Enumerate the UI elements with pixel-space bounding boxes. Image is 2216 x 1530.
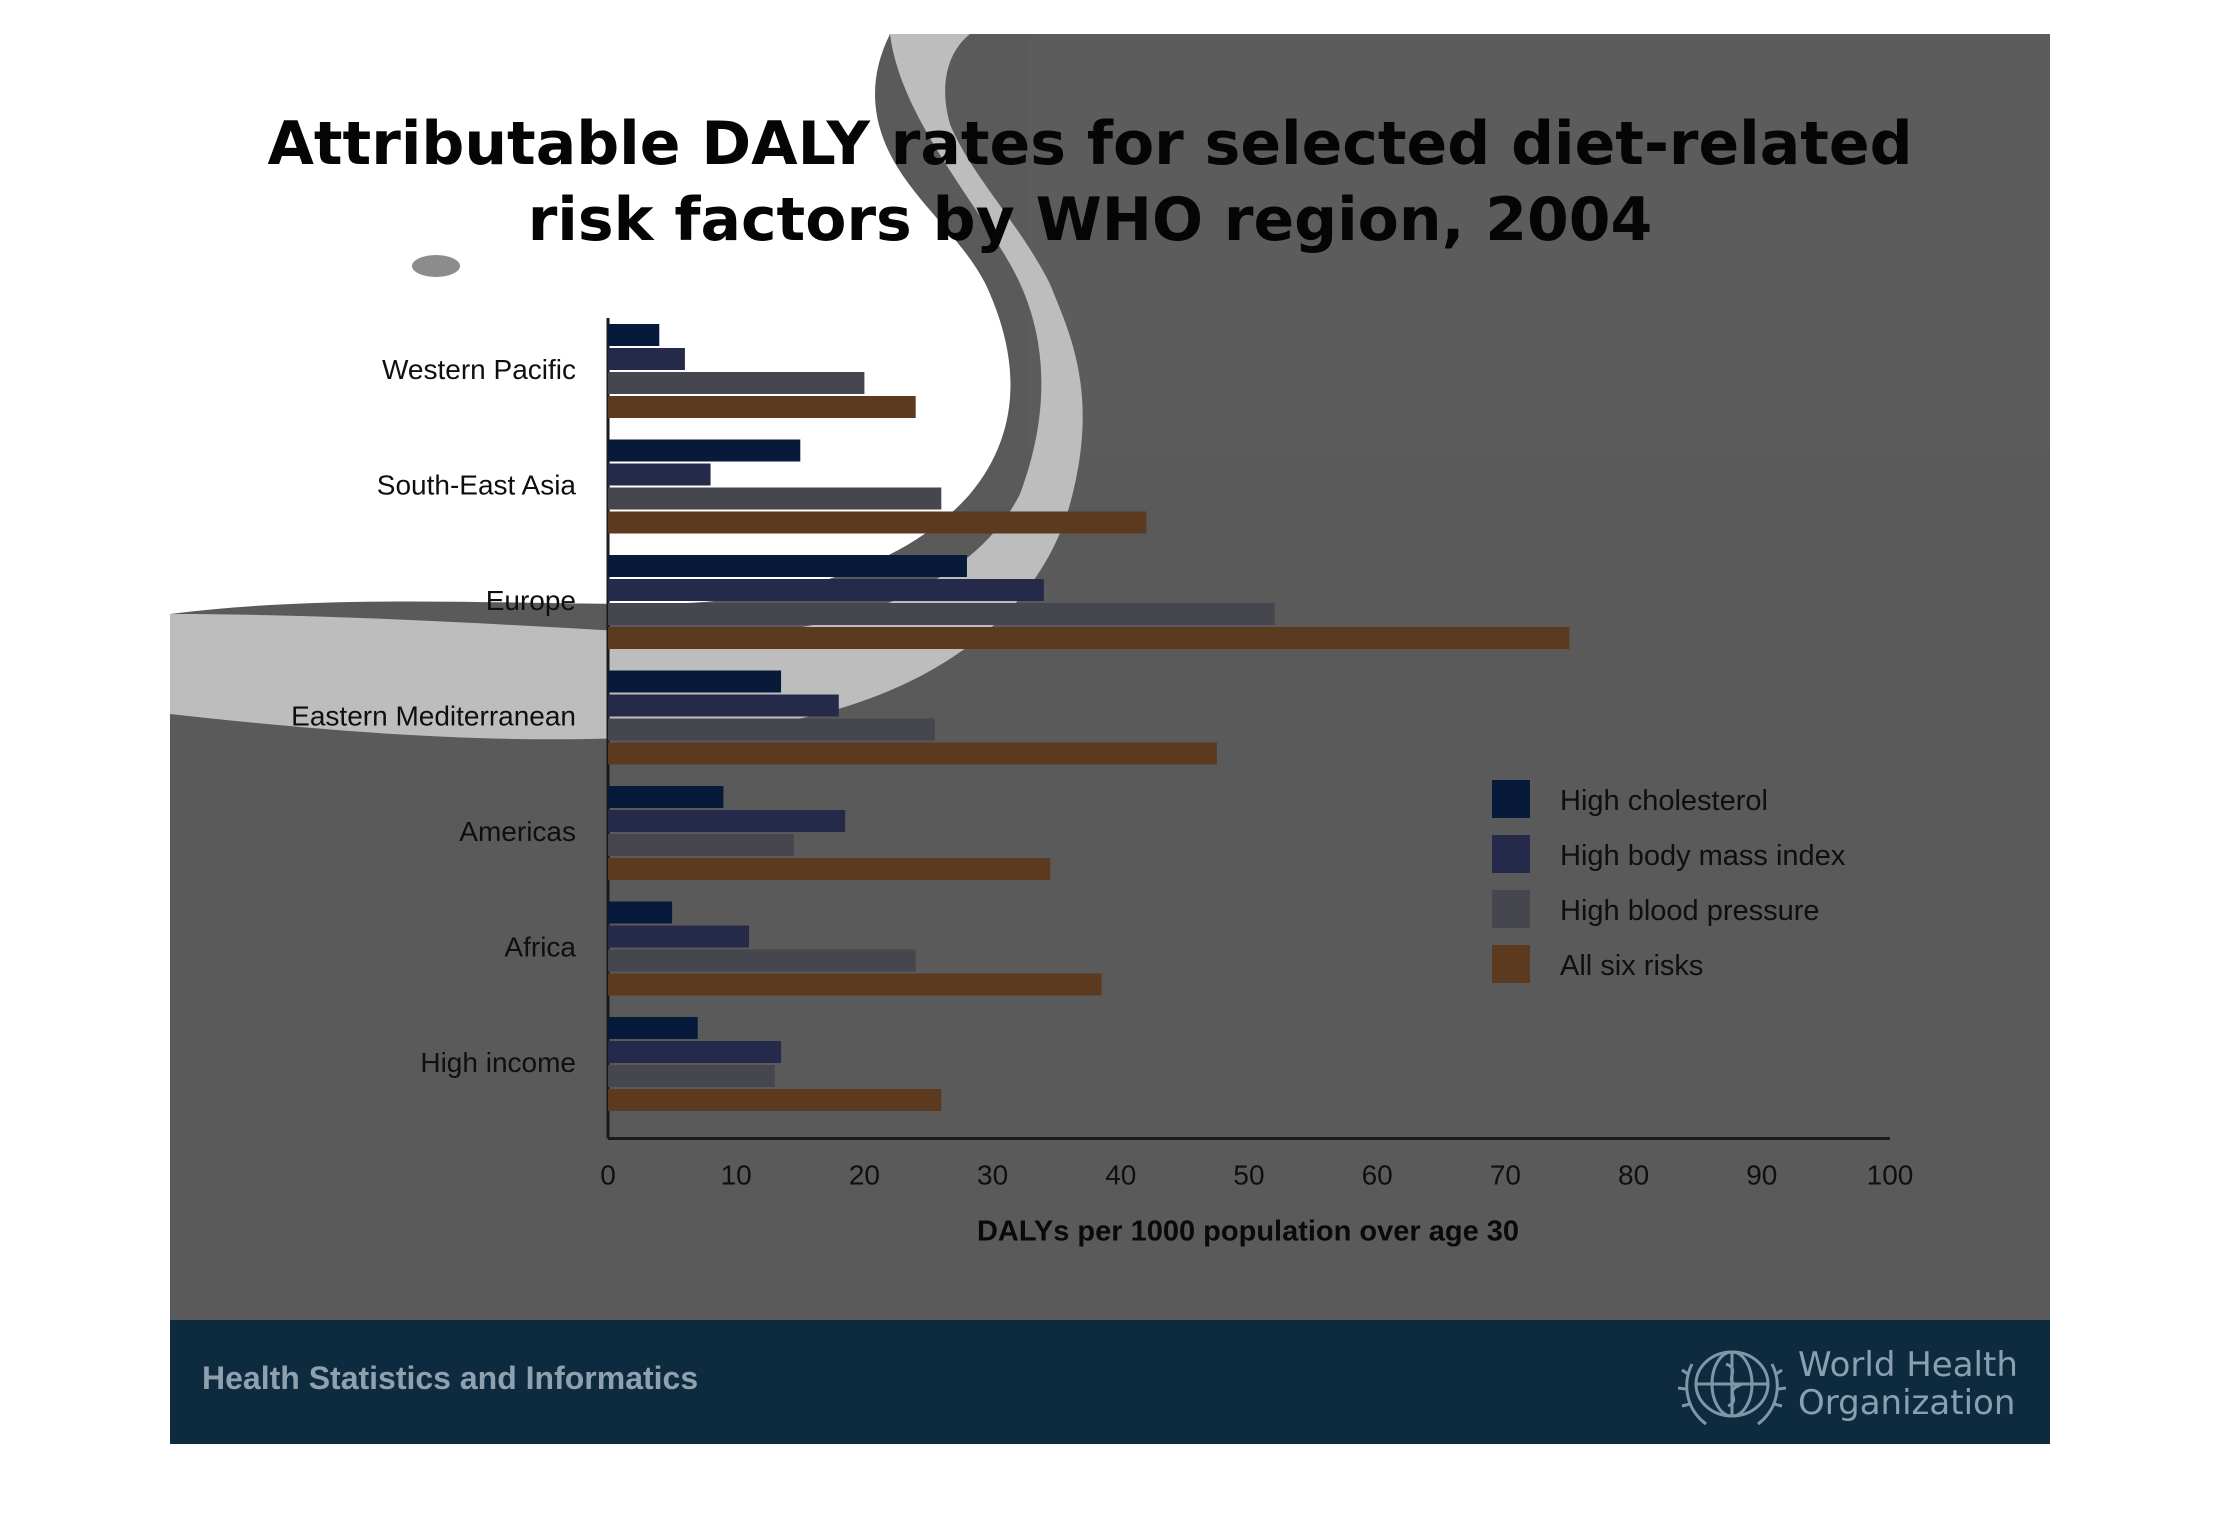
legend-swatch-all-six-risks	[1492, 945, 1530, 983]
bar-africa-high-cholesterol	[608, 901, 673, 924]
bar-south-east-asia-high-body-mass-index	[608, 463, 711, 486]
bar-south-east-asia-high-cholesterol	[608, 439, 801, 462]
legend-swatch-high-cholesterol	[1492, 780, 1530, 818]
bar-western-pacific-high-blood-pressure	[608, 372, 865, 394]
bar-americas-all-six-risks	[608, 858, 1051, 880]
bar-africa-all-six-risks	[608, 973, 1102, 996]
x-tick-label: 0	[600, 1160, 616, 1191]
bar-western-pacific-high-cholesterol	[608, 324, 660, 346]
bar-americas-high-body-mass-index	[608, 810, 846, 832]
category-label-americas: Americas	[459, 816, 576, 847]
bar-western-pacific-all-six-risks	[608, 396, 916, 418]
bar-europe-high-blood-pressure	[608, 603, 1275, 625]
bar-americas-high-blood-pressure	[608, 834, 794, 856]
bar-europe-all-six-risks	[608, 627, 1570, 649]
bar-western-pacific-high-body-mass-index	[608, 348, 685, 370]
who-emblem-icon	[1677, 1350, 1787, 1426]
bar-eastern-mediterranean-high-blood-pressure	[608, 718, 935, 741]
legend-label-all-six-risks: All six risks	[1560, 950, 1703, 982]
legend-swatch-high-body-mass-index	[1492, 835, 1530, 873]
footer-bar: Health Statistics and Informatics World …	[170, 1320, 2050, 1444]
bar-chart: Western Pacific South-East Asia Europe East…	[291, 318, 1914, 1248]
legend-label-high-blood-pressure: High blood pressure	[1560, 895, 1820, 927]
category-label-south-east-asia: South-East Asia	[377, 470, 577, 501]
bar-eastern-mediterranean-all-six-risks	[608, 742, 1217, 765]
bar-europe-high-body-mass-index	[608, 579, 1044, 601]
x-tick-label: 70	[1490, 1160, 1521, 1191]
x-tick-label: 50	[1233, 1160, 1264, 1191]
x-tick-label: 10	[721, 1160, 752, 1191]
bar-europe-high-cholesterol	[608, 555, 967, 577]
bar-high-income-high-body-mass-index	[608, 1041, 782, 1063]
category-label-high-income: High income	[420, 1047, 576, 1078]
chart-title-line-2: risk factors by WHO region, 2004	[527, 185, 1653, 255]
x-axis-title: DALYs per 1000 population over age 30	[977, 1216, 1519, 1248]
background-decoration	[170, 34, 2050, 740]
legend-swatch-high-blood-pressure	[1492, 890, 1530, 928]
category-label-western-pacific: Western Pacific	[382, 354, 576, 385]
bar-eastern-mediterranean-high-cholesterol	[608, 670, 782, 693]
category-label-europe: Europe	[486, 585, 576, 616]
category-label-africa: Africa	[504, 932, 576, 963]
chart-title: Attributable DALY rates for selected die…	[170, 106, 2010, 258]
footer-label: Health Statistics and Informatics	[202, 1360, 699, 1396]
x-tick-label: 90	[1746, 1160, 1777, 1191]
x-tick-label: 30	[977, 1160, 1008, 1191]
bar-high-income-all-six-risks	[608, 1089, 942, 1111]
slide: Attributable DALY rates for selected die…	[170, 34, 2050, 1444]
who-wordmark-line-2: Organization	[1798, 1383, 2016, 1423]
legend-label-high-body-mass-index: High body mass index	[1560, 840, 1846, 872]
bar-americas-high-cholesterol	[608, 786, 724, 808]
bar-south-east-asia-high-blood-pressure	[608, 487, 942, 510]
x-tick-label: 80	[1618, 1160, 1649, 1191]
legend-label-high-cholesterol: High cholesterol	[1560, 785, 1768, 817]
chart-title-line-1: Attributable DALY rates for selected die…	[267, 109, 1913, 179]
x-tick-label: 40	[1105, 1160, 1136, 1191]
x-tick-label: 60	[1362, 1160, 1393, 1191]
who-wordmark-line-1: World Health	[1798, 1345, 2018, 1385]
bar-eastern-mediterranean-high-body-mass-index	[608, 694, 839, 717]
bar-south-east-asia-all-six-risks	[608, 511, 1147, 534]
bar-africa-high-blood-pressure	[608, 949, 916, 972]
who-wordmark: World Health Organization	[1798, 1346, 2018, 1422]
bar-africa-high-body-mass-index	[608, 925, 750, 948]
x-tick-label: 100	[1867, 1160, 1914, 1191]
category-label-eastern-mediterranean: Eastern Mediterranean	[291, 701, 576, 732]
bar-high-income-high-blood-pressure	[608, 1065, 775, 1087]
x-tick-label: 20	[849, 1160, 880, 1191]
bar-high-income-high-cholesterol	[608, 1017, 698, 1039]
